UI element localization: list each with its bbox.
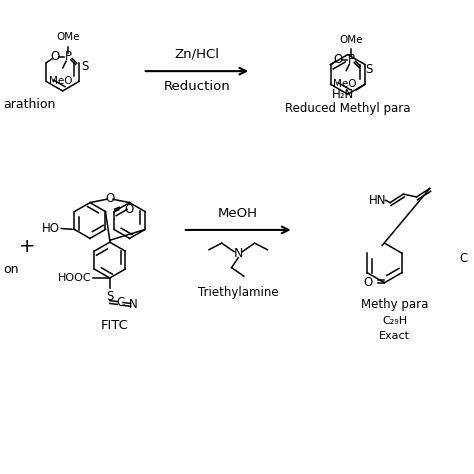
Text: MeOH: MeOH — [218, 207, 258, 219]
Text: S: S — [106, 290, 113, 303]
Text: Zn/HCl: Zn/HCl — [174, 48, 219, 61]
Text: Exact: Exact — [379, 331, 410, 341]
Text: S: S — [82, 60, 89, 73]
Text: H₂N: H₂N — [332, 88, 355, 101]
Text: C: C — [116, 296, 124, 309]
Text: C₂₉H: C₂₉H — [383, 316, 408, 326]
Text: HO: HO — [42, 222, 60, 235]
Text: N: N — [129, 298, 138, 311]
Text: O: O — [50, 51, 59, 64]
Text: O: O — [363, 276, 372, 289]
Text: S: S — [365, 63, 373, 76]
Text: Triethylamine: Triethylamine — [198, 285, 279, 299]
Text: P: P — [348, 53, 355, 66]
Text: on: on — [4, 264, 19, 276]
Text: Reduction: Reduction — [164, 80, 230, 92]
Text: FITC: FITC — [100, 319, 128, 332]
Text: Methy para: Methy para — [361, 298, 428, 311]
Text: P: P — [64, 51, 72, 64]
Text: +: + — [19, 237, 36, 256]
Text: OMe: OMe — [56, 32, 80, 42]
Text: OMe: OMe — [339, 35, 363, 45]
Text: N: N — [234, 247, 243, 260]
Text: MeO: MeO — [49, 76, 73, 86]
Text: O: O — [124, 203, 134, 216]
Text: O: O — [334, 53, 343, 66]
Text: arathion: arathion — [4, 98, 56, 110]
Text: HOOC: HOOC — [58, 273, 92, 283]
Text: O: O — [105, 192, 114, 205]
Text: Reduced Methyl para: Reduced Methyl para — [285, 102, 410, 115]
Text: C: C — [459, 252, 468, 264]
Text: HN: HN — [369, 194, 386, 207]
Text: MeO: MeO — [333, 79, 356, 89]
